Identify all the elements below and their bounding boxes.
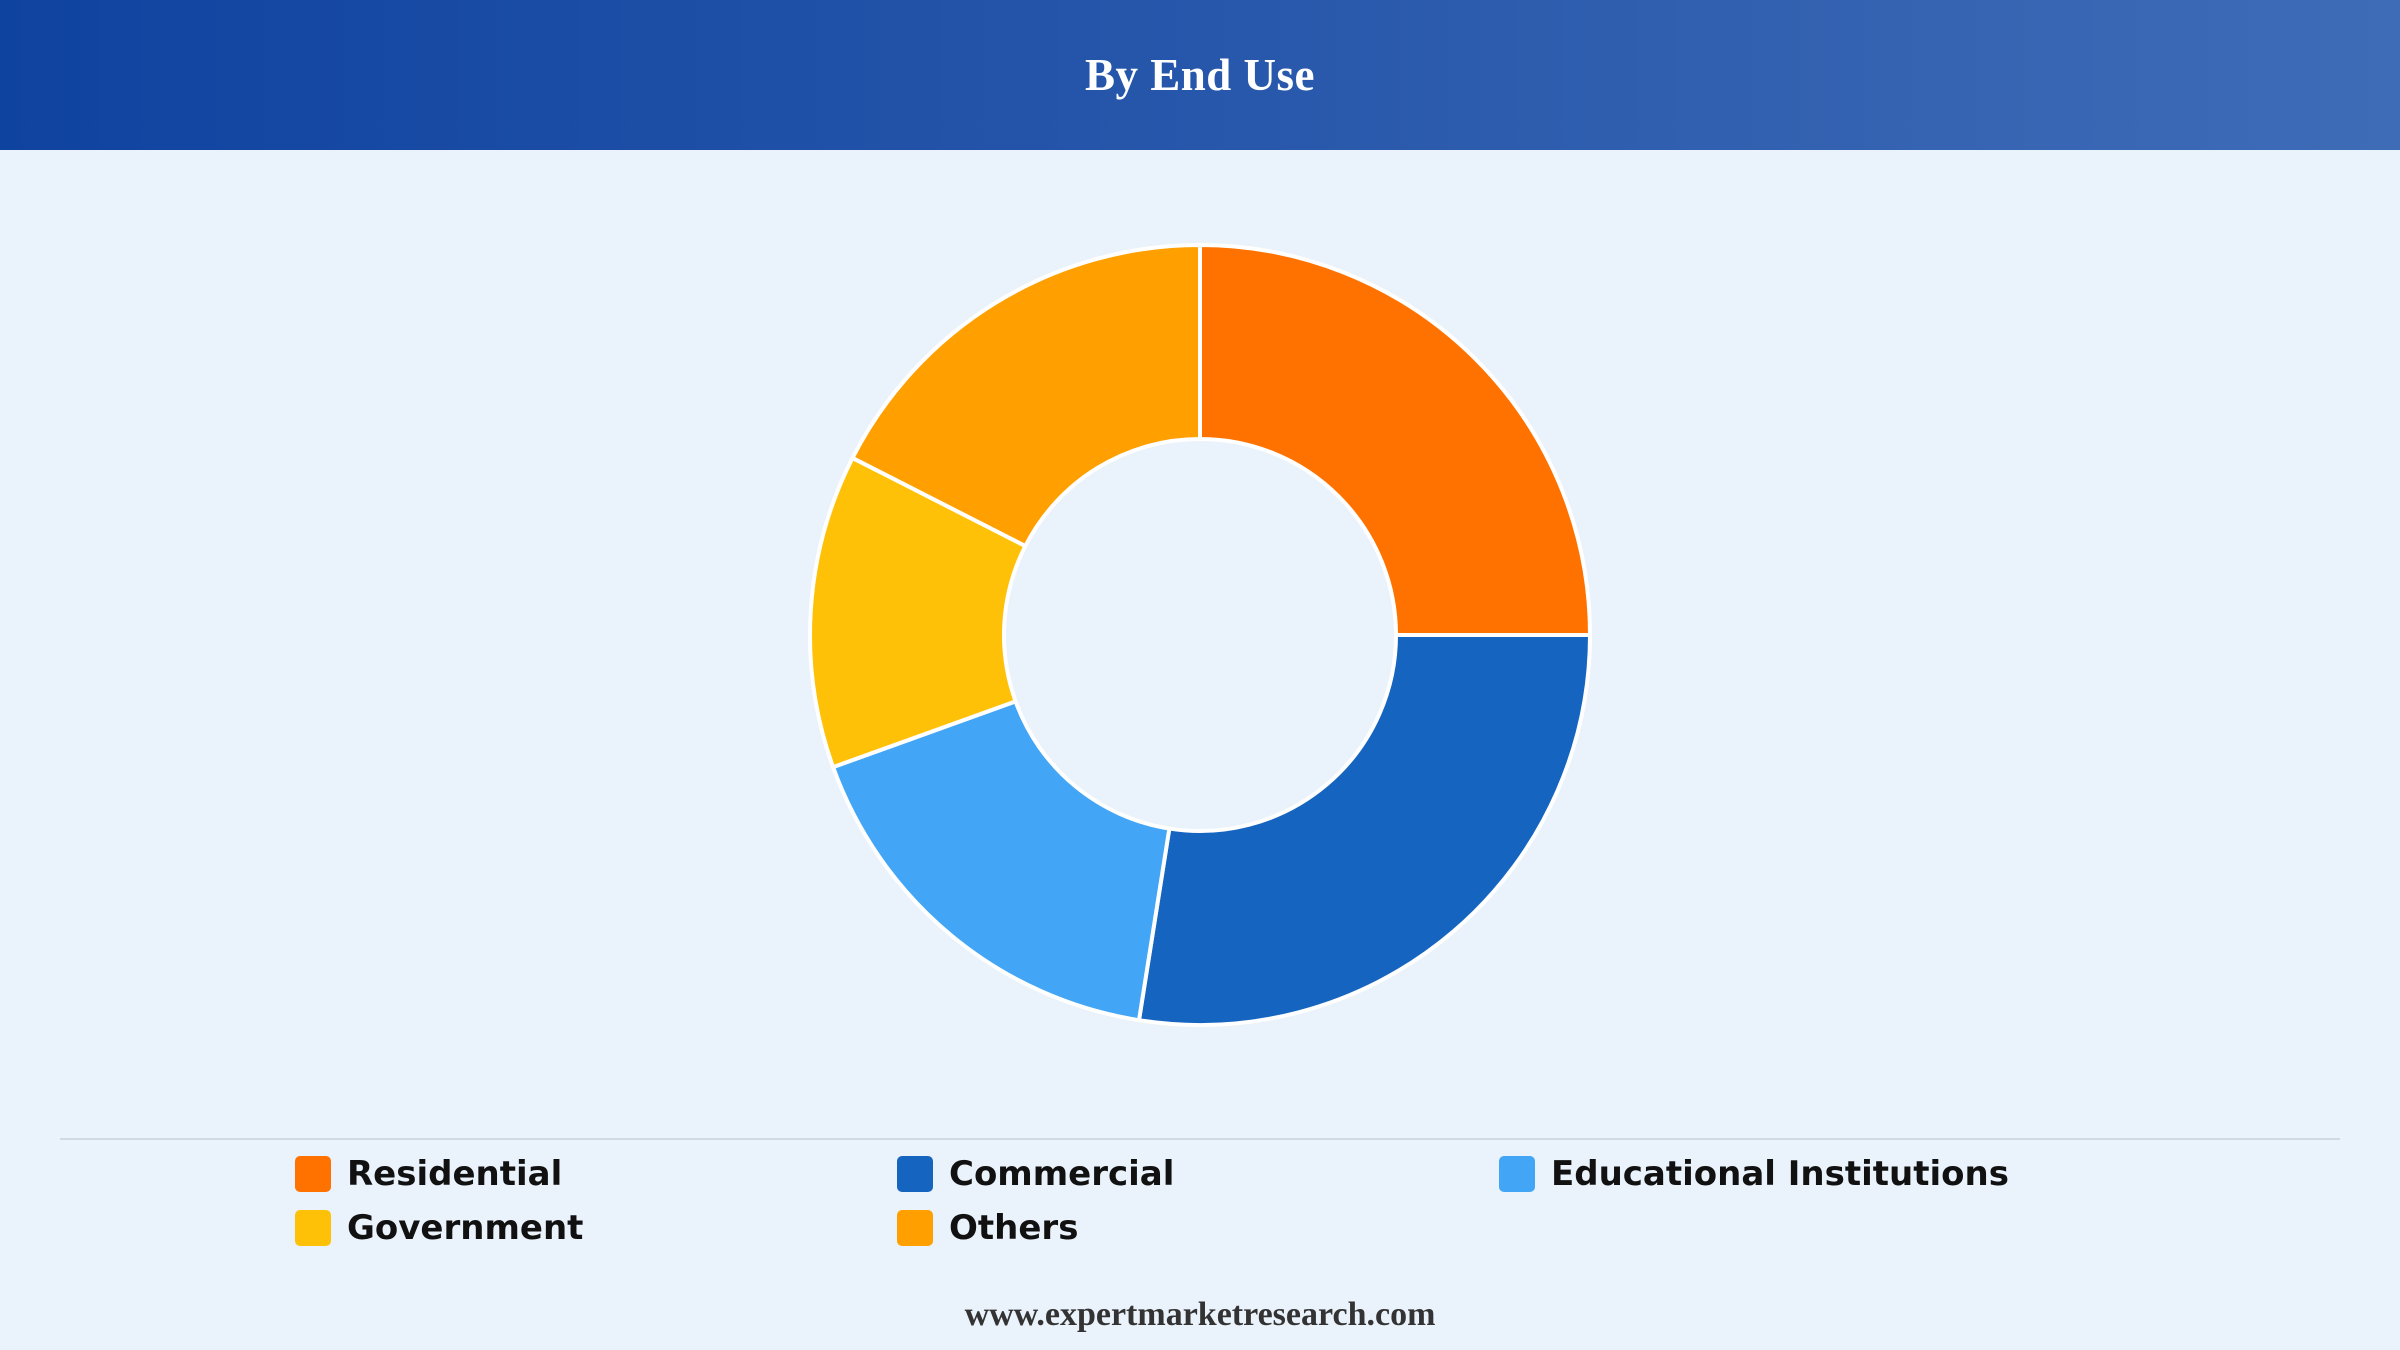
legend-item-residential[interactable]: Residential [295,1154,897,1194]
donut-slice-commercial[interactable] [1136,633,1592,1027]
legend-item-government[interactable]: Government [295,1208,897,1248]
legend-item-commercial[interactable]: Commercial [897,1154,1499,1194]
legend-swatch-government [295,1210,331,1246]
legend-label-government: Government [347,1208,584,1248]
legend-label-others: Others [949,1208,1079,1248]
legend-swatch-commercial [897,1156,933,1192]
donut-slice-educational-institutions[interactable] [831,699,1172,1023]
donut-slice-government[interactable] [808,455,1028,770]
legend-item-others[interactable]: Others [897,1208,1499,1248]
legend-label-educational-institutions: Educational Institutions [1551,1154,2009,1194]
legend: Residential Commercial Educational Insti… [295,1154,2195,1248]
donut-slice-others[interactable] [850,243,1202,549]
legend-swatch-educational-institutions [1499,1156,1535,1192]
legend-swatch-others [897,1210,933,1246]
legend-label-residential: Residential [347,1154,563,1194]
source-url: www.expertmarketresearch.com [964,1296,1436,1333]
chart-title: By End Use [1084,50,1316,100]
legend-swatch-residential [295,1156,331,1192]
header-bar: By End Use [0,0,2400,150]
chart-area [0,150,2400,1130]
legend-divider [60,1138,2340,1140]
donut-slice-residential[interactable] [1198,243,1592,637]
donut-chart [808,243,1592,1027]
legend-item-educational-institutions[interactable]: Educational Institutions [1499,1154,2101,1194]
legend-label-commercial: Commercial [949,1154,1175,1194]
